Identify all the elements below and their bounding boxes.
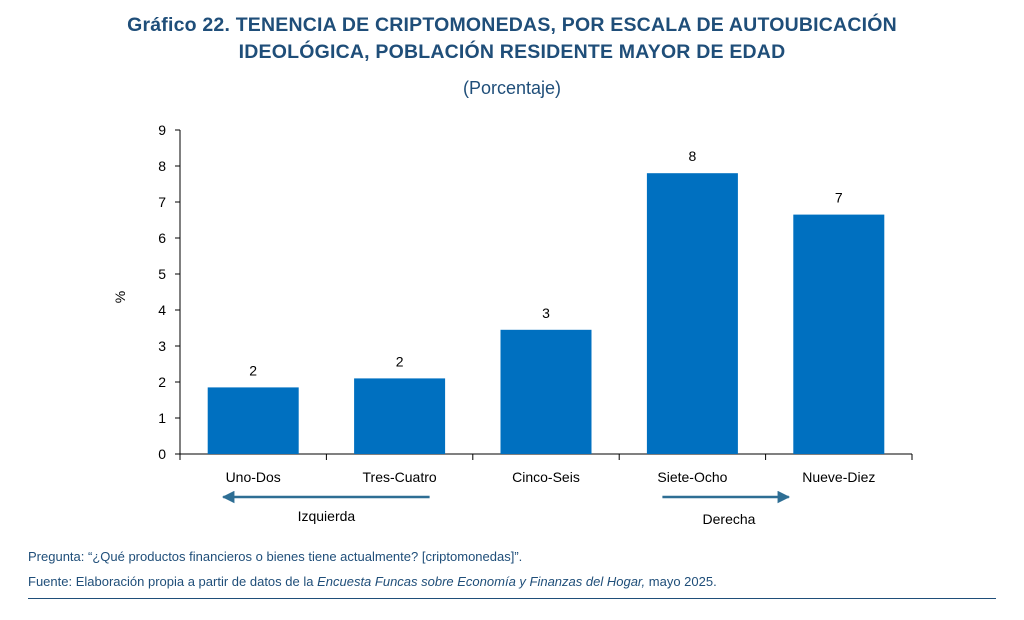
source-suffix: mayo 2025. [645,574,717,589]
source-survey-name: Encuesta Funcas sobre Economía y Finanza… [317,574,646,589]
bar-cinco-seis [500,329,592,454]
x-tick-label: Cinco-Seis [512,469,580,485]
data-label: 2 [396,353,404,369]
data-label: 2 [249,362,257,378]
right-arrow-label: Derecha [703,511,756,527]
data-label: 8 [689,148,697,164]
y-tick-label: 1 [158,410,166,426]
bar-chart: 0 1 2 3 4 5 6 7 8 9% 2 Uno-Dos 2 Tres-Cuatro 3 Cinco-Se… [112,122,913,527]
y-tick-label: 0 [158,446,166,462]
y-tick-label: 5 [158,266,166,282]
chart-notes: Pregunta: “¿Qué productos financieros o … [28,544,717,594]
x-tick-label: Nueve-Diez [802,469,875,485]
y-axis-label: % [112,291,128,303]
question-note: Pregunta: “¿Qué productos financieros o … [28,549,523,564]
x-tick-label: Siete-Ocho [657,469,727,485]
bottom-divider [28,598,996,599]
left-arrow-label: Izquierda [298,508,356,524]
source-note: Fuente: Elaboración propia a partir de d… [28,569,717,594]
y-tick-label: 9 [158,122,166,138]
y-tick-label: 2 [158,374,166,390]
data-label: 7 [835,190,843,206]
x-tick-label: Tres-Cuatro [363,469,437,485]
chart-subtitle: (Porcentaje) [462,78,562,98]
bar-nueve-diez [793,214,885,454]
chart-title-line-1: Gráfico 22. TENENCIA DE CRIPTOMONEDAS, P… [127,14,897,36]
y-tick-label: 4 [158,302,166,318]
x-tick-label: Uno-Dos [226,469,281,485]
y-tick-label: 7 [158,194,166,210]
data-label: 3 [542,305,550,321]
chart-title-line-2: IDEOLÓGICA, POBLACIÓN RESIDENTE MAYOR DE… [238,41,786,63]
y-tick-label: 8 [158,158,166,174]
y-tick-label: 6 [158,230,166,246]
chart-title: Gráfico 22. TENENCIA DE CRIPTOMONEDAS, P… [0,12,1024,66]
bar-tres-cuatro [354,378,446,454]
bar-uno-dos [207,387,299,454]
source-prefix: Fuente: Elaboración propia a partir de d… [28,574,318,589]
y-tick-label: 3 [158,338,166,354]
bar-siete-ocho [646,173,738,454]
